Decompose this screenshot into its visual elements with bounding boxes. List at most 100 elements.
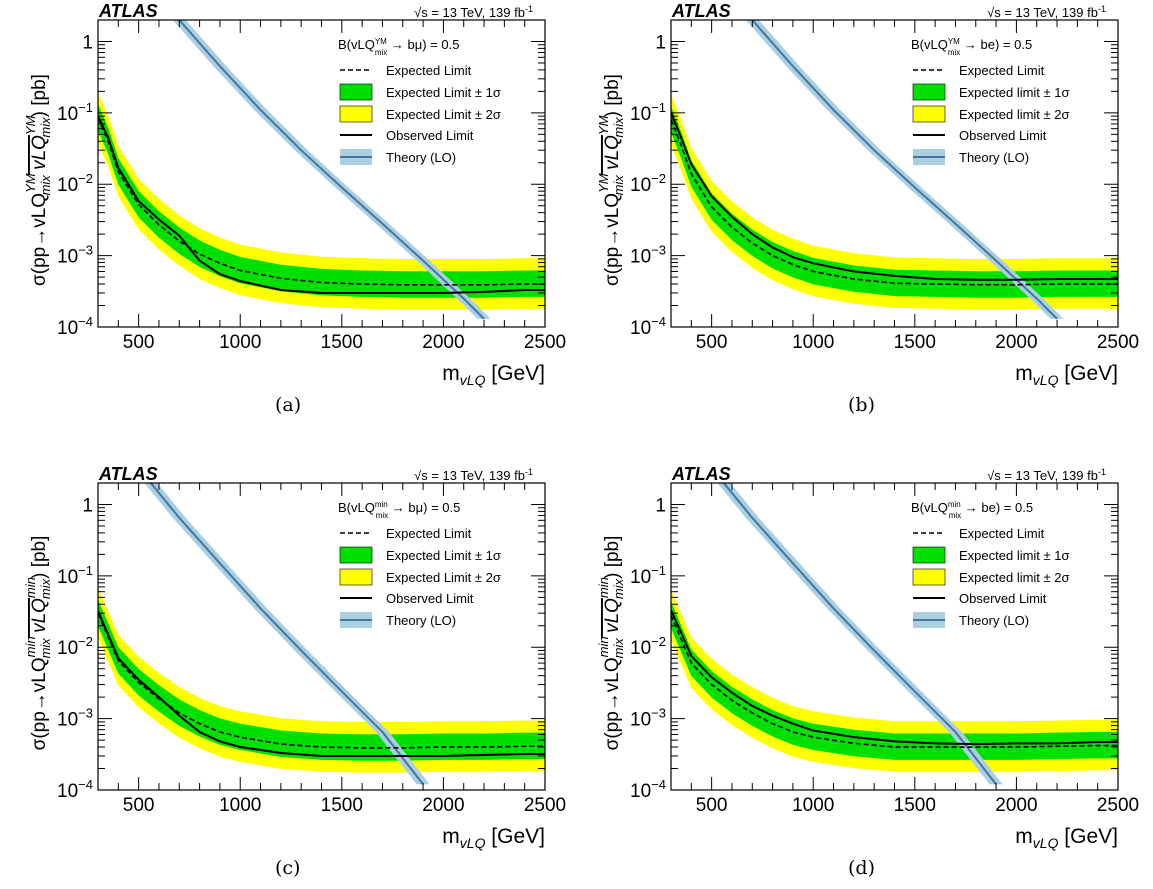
limit-plot-svg: 500 1000 1500 2000 2500110−110−210−310−4ATLA… xyxy=(23,1,566,388)
y-tick-base: 10 xyxy=(630,567,651,588)
y-label-bar-open: vLQ xyxy=(602,135,623,175)
legend-label-observed: Observed Limit xyxy=(959,591,1047,606)
legend-label-expected: Expected Limit xyxy=(959,526,1045,541)
experiment-label: ATLAS xyxy=(671,1,731,21)
x-tick-label: 2500 xyxy=(524,332,566,353)
y-label-lq-sub: mix xyxy=(38,175,53,196)
y-tick-exponent: −3 xyxy=(651,243,666,258)
legend-br-sub: mix xyxy=(948,48,960,57)
chart-panel-c: 500 1000 1500 2000 2500 1 10−1 10−2 10−3 10−4 ATLA… xyxy=(0,463,575,863)
y-tick-base: 1 xyxy=(655,495,666,516)
y-tick-base: 10 xyxy=(57,247,78,268)
y-tick-base: 1 xyxy=(82,32,93,53)
legend-br-sub: mix xyxy=(376,511,388,520)
y-tick-exponent: −4 xyxy=(651,777,666,792)
y-label-suffix: ) [pb] xyxy=(602,536,623,579)
x-label-main: m xyxy=(1015,362,1033,385)
y-tick-exponent: −4 xyxy=(651,314,666,329)
y-axis-label-text: σ(pp→vLQminmix vLQminmix) [pb] xyxy=(596,536,626,751)
legend-swatch-2sigma xyxy=(339,568,373,586)
legend-label-theory: Theory (LO) xyxy=(959,150,1029,165)
caption-d: (d) xyxy=(848,857,875,879)
y-label-lq-sup: YM xyxy=(23,173,38,193)
plot-area xyxy=(98,483,545,785)
chart-panel-b: 500 1000 1500 2000 2500 1 10−1 10−2 10−3 10−4 ATLA… xyxy=(573,0,1148,400)
x-tick-label: 2500 xyxy=(1097,332,1139,353)
x-tick-label: 500 xyxy=(696,795,728,816)
y-label-bar-sup: min xyxy=(23,577,38,598)
chart-panel-a: 500 1000 1500 2000 2500 1 10−1 10−2 10−3 10−4 ATLA… xyxy=(0,0,575,400)
x-axis-label: mvLQ [GeV] xyxy=(1015,825,1118,851)
x-tick-label: 2000 xyxy=(422,795,464,816)
y-tick-base: 10 xyxy=(57,175,78,196)
x-tick-label: 1500 xyxy=(894,332,936,353)
x-tick-label: 1000 xyxy=(792,795,834,816)
legend: B(vLQmin mix → be) = 0.5 Expected Limit Exp… xyxy=(911,500,1070,628)
energy-lumi-label: √s = 13 TeV, 139 fb-1 xyxy=(987,467,1106,483)
y-tick-label: 10−2 xyxy=(57,171,93,196)
x-label-sub: vLQ xyxy=(460,372,486,388)
theory-uncertainty-band xyxy=(172,20,491,319)
y-label-bar-sup: YM xyxy=(596,115,611,135)
y-label-bar-open: vLQ xyxy=(29,135,50,175)
y-label-bar-sub: mix xyxy=(38,117,53,138)
legend-br-suffix: → be) = 0.5 xyxy=(961,500,1033,515)
theory-line xyxy=(178,20,485,320)
y-label-bar-sub: mix xyxy=(611,117,626,138)
legend-label-band2: Expected Limit ± 2σ xyxy=(386,107,501,122)
caption-b: (b) xyxy=(848,394,875,416)
x-label-unit: [GeV] xyxy=(1058,825,1118,848)
legend-swatch-1sigma xyxy=(912,546,946,564)
y-tick-base: 10 xyxy=(630,247,651,268)
y-tick-exponent: −3 xyxy=(651,706,666,721)
legend-label-band1: Expected limit ± 1σ xyxy=(959,548,1070,563)
legend-swatch-1sigma xyxy=(912,83,946,101)
y-label-lq-sub: mix xyxy=(611,638,626,659)
y-label-lq-sub: mix xyxy=(38,638,53,659)
y-tick-exponent: −1 xyxy=(651,100,666,115)
x-tick-label: 1000 xyxy=(219,332,261,353)
legend: B(vLQYM mix → be) = 0.5 Expected Limit Expe… xyxy=(911,37,1070,165)
caption-c: (c) xyxy=(275,857,301,879)
y-tick-label: 10−4 xyxy=(57,777,93,802)
legend: B(vLQYM mix → bμ) = 0.5 Expected Limit Expe… xyxy=(338,37,501,165)
y-label-bar-sup: YM xyxy=(23,115,38,135)
x-label-main: m xyxy=(442,825,460,848)
legend-branching-ratio: B(vLQmin mix → bμ) = 0.5 xyxy=(338,500,460,520)
y-label-suffix: ) [pb] xyxy=(29,74,50,117)
y-tick-label: 10−4 xyxy=(630,314,666,339)
y-label-bar-open: vLQ xyxy=(602,598,623,638)
energy-lumi-label: √s = 13 TeV, 139 fb-1 xyxy=(414,467,533,483)
legend-label-band1: Expected Limit ± 1σ xyxy=(386,85,501,100)
experiment-label: ATLAS xyxy=(671,464,731,484)
y-tick-label: 1 xyxy=(82,495,93,516)
y-label-bar-open: vLQ xyxy=(29,598,50,638)
y-tick-base: 10 xyxy=(630,104,651,125)
legend-label-expected: Expected Limit xyxy=(386,526,472,541)
y-tick-base: 10 xyxy=(57,318,78,339)
y-label-bar-sub: mix xyxy=(38,578,53,599)
y-label-suffix: ) [pb] xyxy=(602,74,623,117)
y-label-prefix: σ(pp→vLQ xyxy=(602,657,623,750)
x-label-unit: [GeV] xyxy=(485,362,545,385)
y-tick-base: 10 xyxy=(630,781,651,802)
legend-label-band1: Expected limit ± 1σ xyxy=(959,85,1070,100)
expected-1sigma-band xyxy=(98,104,545,298)
y-axis-label-text: σ(pp→vLQYMmix vLQYMmix) [pb] xyxy=(596,74,626,286)
y-tick-exponent: −1 xyxy=(78,100,93,115)
y-tick-base: 10 xyxy=(630,318,651,339)
y-axis-label: σ(pp→vLQYMmix vLQYMmix) [pb] xyxy=(596,74,626,286)
y-tick-label: 10−1 xyxy=(57,563,93,588)
legend-br-prefix: B(vLQ xyxy=(911,500,948,515)
x-label-sub: vLQ xyxy=(1033,835,1059,851)
lumi-exponent: -1 xyxy=(1098,4,1106,14)
y-tick-exponent: −2 xyxy=(651,171,666,186)
y-tick-exponent: −1 xyxy=(651,563,666,578)
observed-limit-line xyxy=(98,115,545,294)
legend-br-prefix: B(vLQ xyxy=(911,37,948,52)
y-tick-label: 10−2 xyxy=(630,171,666,196)
expected-limit-line xyxy=(98,117,545,286)
legend-br-prefix: B(vLQ xyxy=(338,37,375,52)
y-tick-exponent: −3 xyxy=(78,243,93,258)
expected-1sigma-band xyxy=(671,106,1118,298)
